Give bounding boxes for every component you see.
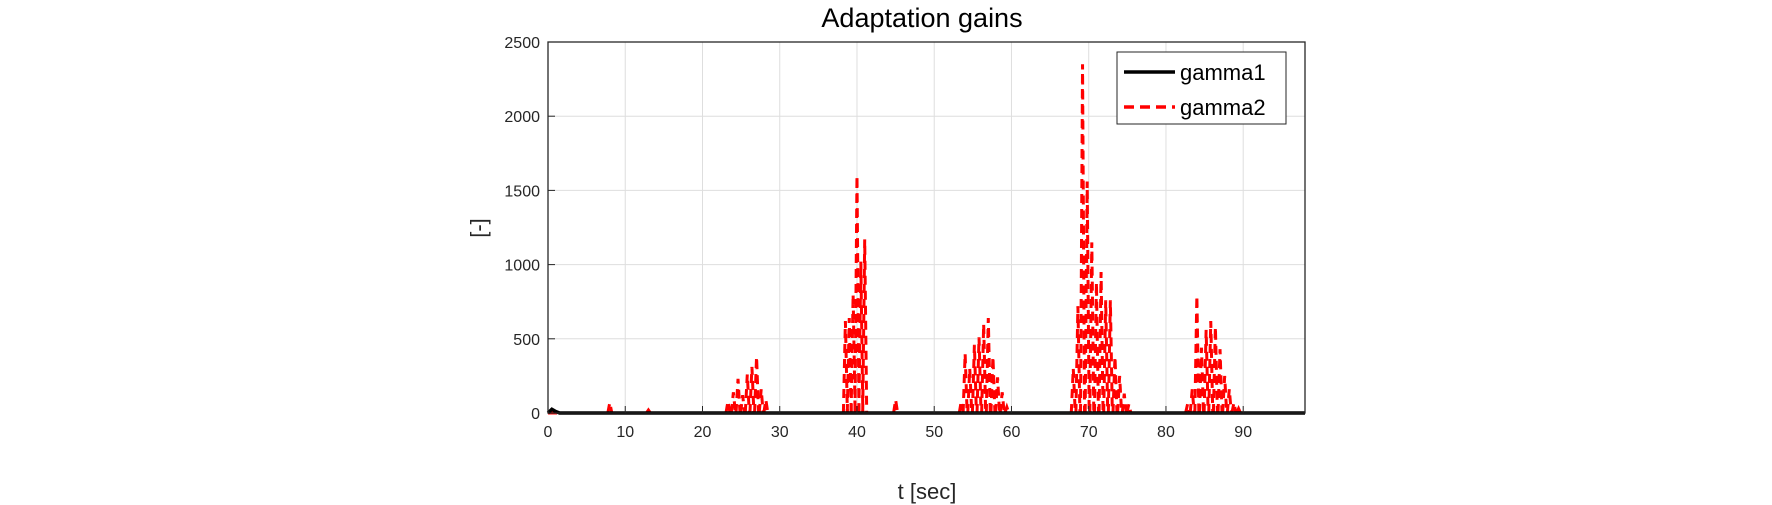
gamma2-spike bbox=[857, 261, 865, 414]
gamma2-spike bbox=[1216, 349, 1224, 414]
gamma2-spike bbox=[1207, 320, 1215, 414]
gamma2-spike bbox=[1079, 64, 1087, 414]
gamma2-spike bbox=[994, 377, 1002, 414]
plot-frame bbox=[547, 41, 1306, 414]
gamma2-spike bbox=[1092, 282, 1100, 414]
gamma2-spike bbox=[1106, 300, 1114, 414]
gamma2-spike bbox=[1184, 403, 1192, 414]
legend-label-gamma2: gamma2 bbox=[1180, 95, 1266, 120]
gamma2-spike bbox=[1221, 375, 1229, 414]
x-tick-label: 20 bbox=[694, 424, 712, 441]
gamma2-spike bbox=[762, 399, 770, 414]
gamma2-spike bbox=[1074, 306, 1082, 414]
x-axis-label: t [sec] bbox=[898, 479, 957, 504]
x-tick-label: 90 bbox=[1234, 424, 1252, 441]
gamma2-spike bbox=[748, 366, 756, 414]
gamma2-spike bbox=[1111, 356, 1119, 414]
legend-label-gamma1: gamma1 bbox=[1180, 60, 1266, 85]
gamma2-spike bbox=[1102, 300, 1110, 414]
gamma2-spike bbox=[961, 353, 969, 414]
gamma2-spike bbox=[1088, 242, 1096, 414]
gamma2-spike bbox=[892, 399, 900, 414]
x-tick-label: 40 bbox=[848, 424, 866, 441]
gamma2-spike bbox=[1116, 375, 1124, 414]
gamma2-spike bbox=[1125, 403, 1133, 414]
gamma2-spike bbox=[849, 294, 857, 414]
gamma2-spike bbox=[739, 395, 747, 414]
x-ticks: 0 10 20 30 40 50 60 70 80 90 bbox=[544, 406, 1252, 441]
gamma2-spike bbox=[853, 175, 861, 414]
gamma2-spike bbox=[724, 400, 732, 414]
gamma2-spike bbox=[989, 356, 997, 414]
x-tick-label: 30 bbox=[771, 424, 789, 441]
y-tick-label: 1000 bbox=[504, 258, 540, 275]
y-tick-label: 0 bbox=[531, 406, 540, 423]
gamma2-spike bbox=[998, 392, 1006, 414]
gamma2-spike bbox=[1197, 347, 1205, 414]
x-tick-label: 60 bbox=[1003, 424, 1021, 441]
gamma2-spike bbox=[729, 392, 737, 414]
gamma2-spike bbox=[975, 337, 983, 414]
legend-box bbox=[1116, 51, 1287, 125]
gamma2-spike bbox=[734, 378, 742, 414]
gamma2-spike bbox=[1097, 271, 1105, 414]
gamma2-spike bbox=[984, 317, 992, 414]
chart-title: Adaptation gains bbox=[821, 3, 1022, 33]
x-tick-label: 10 bbox=[616, 424, 634, 441]
gamma2-spike bbox=[1083, 181, 1091, 414]
y-ticks: 0 500 1000 1500 2000 2500 bbox=[504, 35, 555, 423]
gamma2-spike bbox=[606, 402, 614, 414]
gamma2-spike bbox=[1193, 295, 1201, 414]
gamma2-spike bbox=[1003, 402, 1011, 414]
gamma2-spike bbox=[1202, 329, 1210, 414]
gamma2-spike bbox=[743, 374, 751, 414]
gamma2-spike bbox=[980, 323, 988, 414]
y-tick-label: 500 bbox=[513, 332, 540, 349]
x-tick-label: 80 bbox=[1157, 424, 1175, 441]
x-tick-label: 50 bbox=[925, 424, 943, 441]
y-tick-label: 1500 bbox=[504, 183, 540, 200]
gamma2-spike bbox=[861, 239, 869, 414]
y-axis-label: [-] bbox=[466, 218, 491, 238]
gamma2-spike bbox=[970, 344, 978, 414]
legend: gamma1 gamma2 bbox=[1116, 51, 1287, 125]
gamma2-spike bbox=[757, 389, 765, 414]
y-tick-label: 2000 bbox=[504, 109, 540, 126]
gamma2-spike bbox=[1230, 402, 1238, 414]
gamma2-spike bbox=[1120, 393, 1128, 414]
y-tick-label: 2500 bbox=[504, 35, 540, 52]
gamma2-spike bbox=[753, 356, 761, 414]
gamma2-spike bbox=[1211, 326, 1219, 414]
x-tick-label: 70 bbox=[1080, 424, 1098, 441]
x-tick-label: 0 bbox=[544, 424, 553, 441]
gamma2-spike bbox=[1225, 389, 1233, 414]
gamma2-spike bbox=[1188, 389, 1196, 414]
